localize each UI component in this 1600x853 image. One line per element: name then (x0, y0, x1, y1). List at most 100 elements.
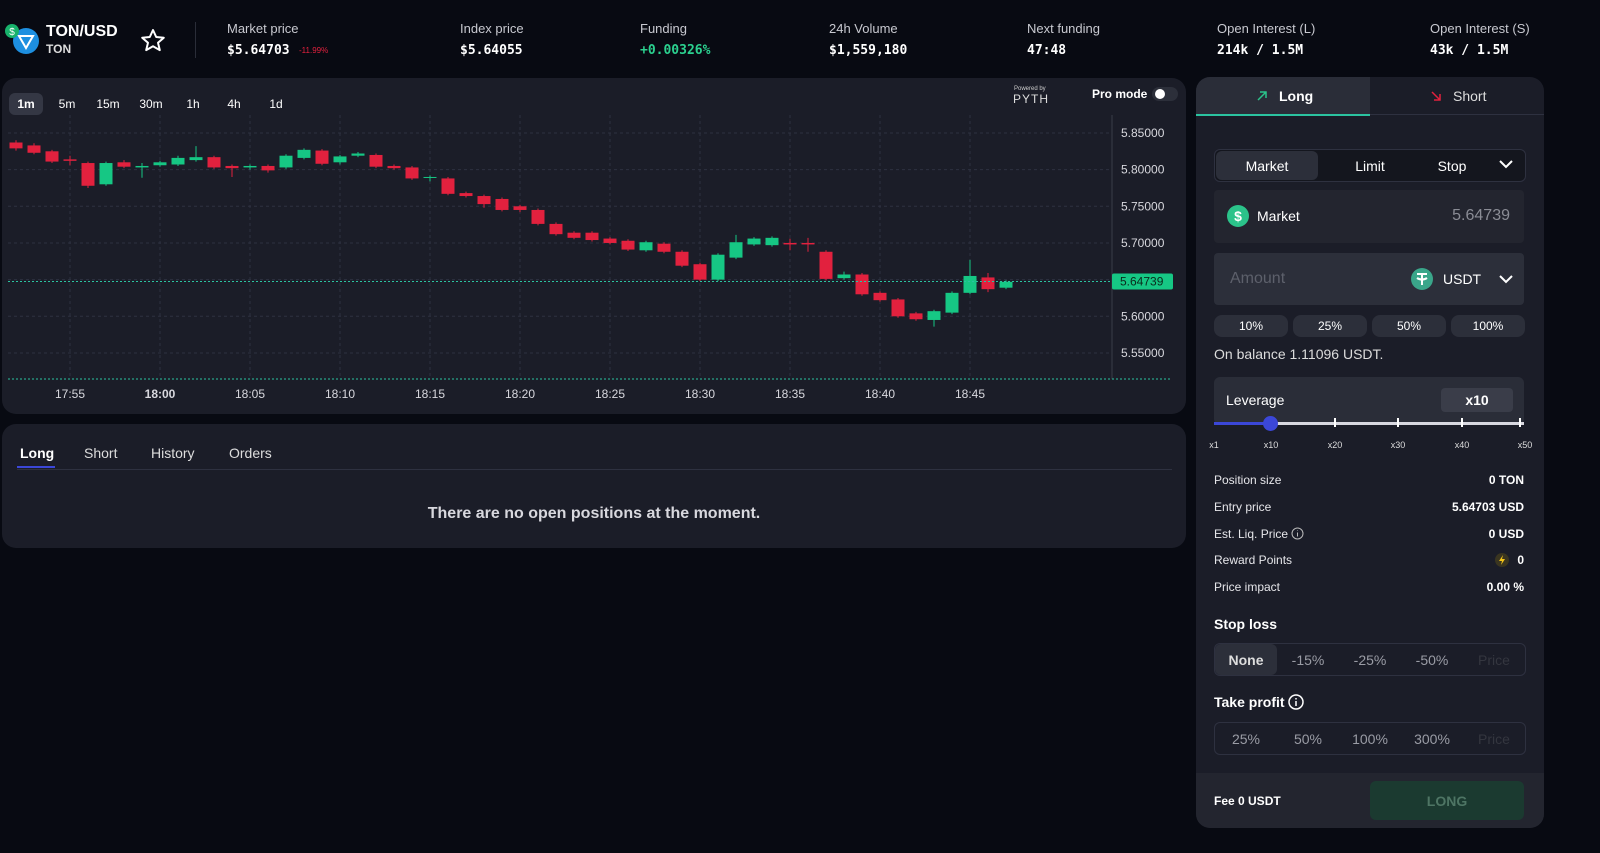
candle-body (45, 151, 59, 162)
long-tab[interactable] (1196, 77, 1370, 116)
svg-text:$: $ (9, 27, 15, 38)
candle-body (459, 193, 473, 197)
base: TON (46, 42, 72, 56)
candle-body (99, 163, 113, 185)
side-short[interactable]: Short (1453, 88, 1487, 104)
stat-value: 214k / 1.5M (1217, 43, 1304, 58)
stat-value: 43k / 1.5M (1430, 43, 1509, 58)
candle-body (855, 274, 869, 295)
slider-track[interactable] (1214, 422, 1524, 425)
candle-body (891, 299, 905, 317)
chevron[interactable] (1499, 159, 1513, 169)
candle-body (549, 223, 563, 235)
type-stop[interactable]: Stop (1437, 157, 1467, 174)
stat-change: -11.99% (299, 46, 329, 55)
detail-value: 5.64703 USD (1451, 499, 1524, 514)
candle-body (405, 167, 419, 179)
option[interactable]: -50% (1415, 651, 1449, 668)
y-tick-label: 5.70000 (1121, 236, 1165, 250)
position-tab[interactable]: Orders (229, 445, 272, 461)
candle-body (873, 292, 887, 301)
candle-body (585, 232, 599, 241)
candle-body (369, 154, 383, 167)
slider-tick (1334, 418, 1336, 427)
stat-label: Open Interest (S) (1430, 21, 1530, 36)
stat-label: Market price (227, 21, 299, 36)
leverage-mark: x30 (1390, 440, 1406, 450)
position-tab[interactable]: Short (84, 445, 118, 461)
x-tick-label: 18:00 (145, 387, 176, 401)
info-icon[interactable] (1288, 694, 1304, 710)
option[interactable]: -15% (1291, 651, 1325, 668)
slider-tick (1461, 418, 1463, 427)
leverage-value[interactable]: x10 (1441, 388, 1513, 412)
submit-button[interactable]: LONG (1370, 781, 1524, 820)
percent-button[interactable]: 50% (1372, 315, 1446, 337)
detail-label: Reward Points (1214, 553, 1293, 568)
x-tick-label: 18:40 (865, 387, 895, 401)
candle-body (603, 238, 617, 243)
detail-label: Est. Liq. Price (1214, 526, 1289, 541)
interval[interactable]: 30m (139, 97, 163, 111)
candle-body (27, 145, 41, 153)
position-tab[interactable]: Long (20, 445, 55, 461)
x-tick-label: 18:10 (325, 387, 355, 401)
interval[interactable]: 15m (96, 97, 120, 111)
candle-body (711, 254, 725, 280)
balance: On balance 1.11096 USDT. (1214, 346, 1384, 362)
option[interactable]: 50% (1293, 730, 1323, 747)
position-tab[interactable]: History (151, 445, 195, 461)
candle-body (477, 196, 491, 205)
powered-by: Powered by (1014, 86, 1046, 92)
currency-chevron[interactable] (1499, 274, 1513, 284)
candle-body (441, 178, 455, 194)
option[interactable]: None (1215, 644, 1277, 675)
candle-body (171, 157, 185, 165)
short-icon (1431, 91, 1441, 101)
percent-button[interactable]: 100% (1451, 315, 1525, 337)
slider-fill (1214, 422, 1271, 425)
interval[interactable]: 1d (269, 97, 283, 111)
type-market[interactable]: Market (1216, 151, 1318, 180)
interval[interactable]: 1h (186, 97, 200, 111)
percent-button[interactable]: 10% (1214, 315, 1288, 337)
stat-label: 24h Volume (829, 21, 898, 36)
leverage-mark: x10 (1263, 440, 1279, 450)
option[interactable]: Price (1478, 651, 1510, 668)
divider (195, 22, 196, 58)
interval[interactable]: 1m (9, 93, 43, 115)
stat-value: $5.64703 (227, 43, 290, 58)
chart-panel (2, 78, 1186, 414)
candle-body (279, 155, 293, 168)
x-tick-label: 18:30 (685, 387, 715, 401)
candle-body (981, 277, 995, 290)
option[interactable]: 300% (1414, 730, 1450, 747)
leverage-mark: x50 (1517, 440, 1533, 450)
candlestick-chart: 5.550005.600005.650005.700005.750005.800… (8, 115, 1173, 401)
long-icon (1257, 91, 1267, 101)
positions-panel (2, 424, 1186, 548)
option[interactable]: Price (1478, 730, 1510, 747)
side-long[interactable]: Long (1279, 88, 1314, 104)
slider-knob[interactable] (1263, 416, 1278, 431)
x-tick-label: 17:55 (55, 387, 85, 401)
interval[interactable]: 4h (227, 97, 241, 111)
percent-button[interactable]: 25% (1293, 315, 1367, 337)
favorite-star[interactable] (140, 28, 166, 54)
option[interactable]: 100% (1352, 730, 1388, 747)
stat-value: $1,559,180 (829, 43, 908, 58)
stat-value: 47:48 (1027, 43, 1067, 58)
pro-mode-toggle[interactable] (1152, 87, 1178, 101)
interval[interactable]: 5m (58, 97, 76, 111)
option[interactable]: -25% (1353, 651, 1387, 668)
fee: Fee 0 USDT (1214, 794, 1281, 808)
stop-loss-title: Stop loss (1214, 616, 1278, 632)
stat-label: Next funding (1027, 21, 1100, 36)
info-icon[interactable] (1291, 527, 1304, 540)
candle-body (225, 165, 239, 169)
amount-box[interactable] (1214, 253, 1524, 305)
type-limit[interactable]: Limit (1355, 157, 1385, 174)
tab-underline (17, 466, 55, 468)
option[interactable]: 25% (1231, 730, 1261, 747)
